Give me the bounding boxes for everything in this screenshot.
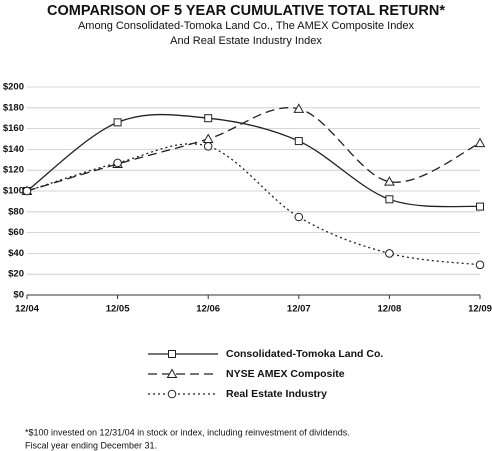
chart-subtitle: Among Consolidated-Tomoka Land Co., The … <box>78 20 415 32</box>
marker <box>474 137 486 148</box>
marker <box>385 249 394 258</box>
marker <box>113 158 122 168</box>
y-tick-label: $100 <box>3 186 24 197</box>
y-tick-label: $40 <box>8 248 24 259</box>
x-tick-label: 12/09 <box>468 304 492 315</box>
marker <box>203 141 213 151</box>
legend-label: Consolidated-Tomoka Land Co. <box>226 348 383 360</box>
marker <box>384 176 395 186</box>
y-tick-label: $200 <box>3 82 24 93</box>
marker <box>22 186 32 196</box>
marker <box>293 103 305 113</box>
footnote: *$100 invested on 12/31/04 in stock or i… <box>25 427 350 437</box>
y-tick-label: $60 <box>8 227 24 238</box>
marker <box>476 202 484 211</box>
marker <box>385 195 394 204</box>
y-tick-label: $180 <box>3 102 24 113</box>
legend-marker <box>167 389 177 399</box>
marker <box>113 118 122 127</box>
legend-label: Real Estate Industry <box>226 388 327 400</box>
legend-label: NYSE AMEX Composite <box>226 368 345 380</box>
marker <box>294 137 303 146</box>
y-tick-label: $140 <box>3 144 24 155</box>
marker <box>204 114 213 123</box>
chart-title: COMPARISON OF 5 YEAR CUMULATIVE TOTAL RE… <box>47 3 445 19</box>
y-tick-label: $160 <box>3 123 24 134</box>
marker <box>475 260 485 270</box>
footnote: Fiscal year ending December 31. <box>25 440 157 450</box>
y-tick-label: $120 <box>3 165 24 176</box>
y-tick-label: $80 <box>8 206 24 217</box>
x-tick-label: 12/04 <box>15 304 39 315</box>
x-tick-label: 12/06 <box>196 304 220 315</box>
legend-marker <box>166 368 178 378</box>
marker <box>202 133 214 143</box>
x-tick-label: 12/05 <box>106 304 130 315</box>
legend-marker <box>168 350 176 358</box>
y-tick-label: $20 <box>8 269 24 280</box>
series-line <box>26 143 481 266</box>
chart-subtitle: And Real Estate Industry Index <box>170 35 322 47</box>
x-tick-label: 12/08 <box>378 304 402 315</box>
y-tick-label: $0 <box>13 290 24 301</box>
series-line <box>26 113 481 208</box>
x-tick-label: 12/07 <box>287 304 311 315</box>
marker <box>294 212 304 222</box>
